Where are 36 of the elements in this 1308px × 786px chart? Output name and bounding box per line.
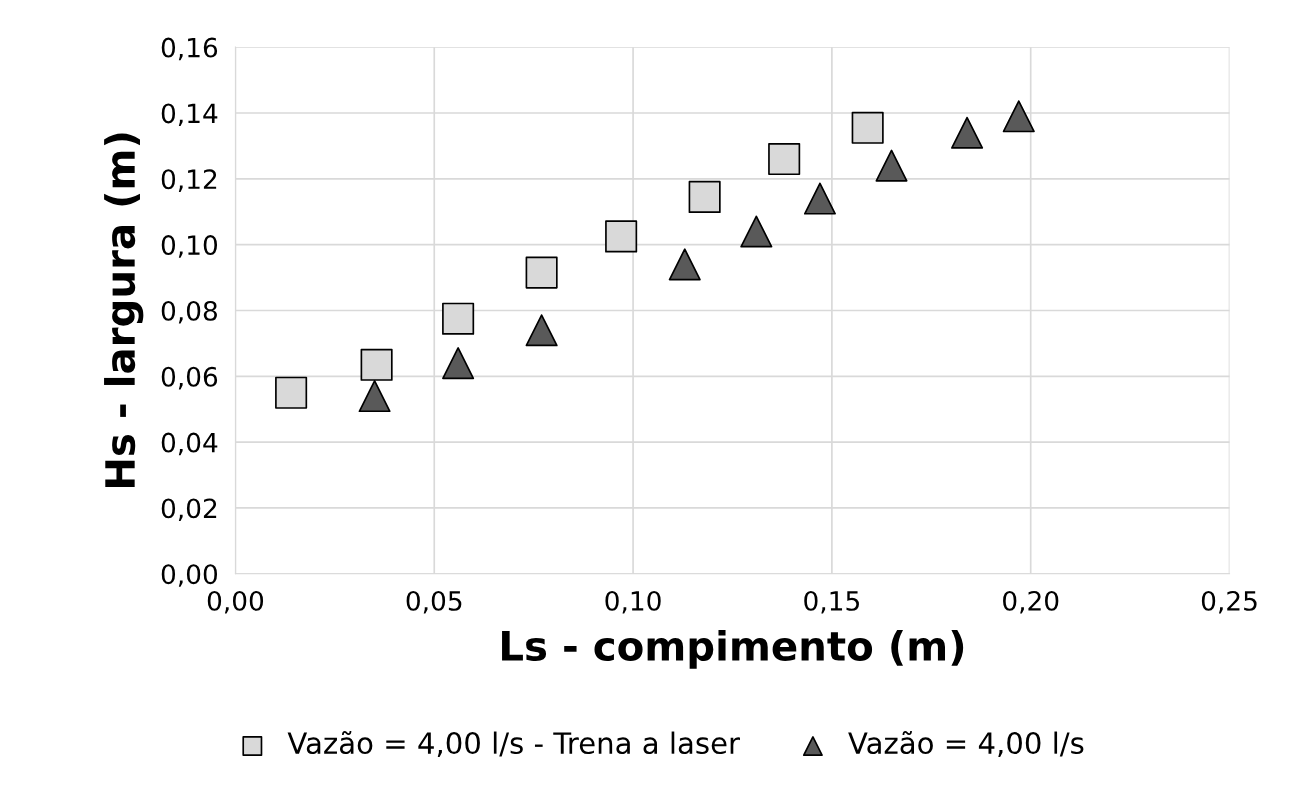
point [875,149,908,182]
point [851,111,884,144]
y-tick-label: 0,14 [161,103,218,127]
x-tick-label: 0,05 [406,590,462,614]
x-tick-label: 0,25 [1201,590,1257,614]
point [442,347,475,380]
y-tick-label: 0,08 [161,300,217,324]
legend-label: Vazão = 4,00 l/s - Trena a laser [287,731,741,758]
y-tick-label: 0,00 [161,564,218,587]
y-tick-label: 0,10 [161,235,218,258]
y-tick-label: 0,06 [161,366,218,390]
x-tick-label: 0,10 [605,590,661,614]
y-tick-label: 0,04 [161,432,218,456]
y-axis-title: Hs - largura (m) [104,133,144,488]
y-tick-label: 0,16 [161,37,218,61]
point [275,376,308,409]
point [358,379,391,413]
point [525,256,558,289]
y-tick-label: 0,02 [161,498,217,522]
x-axis-title: Ls - compimento (m) [502,629,964,669]
x-tick-label: 0,20 [1003,590,1059,614]
point [688,180,721,213]
x-tick-label: 0,15 [804,590,859,614]
y-tick-label: 0,12 [161,169,217,192]
point [525,314,558,347]
point [442,302,475,335]
point [1002,100,1035,133]
point [668,248,701,281]
point [951,116,984,149]
x-tick-label: 0,00 [207,590,264,614]
point [605,220,638,253]
point [740,215,773,248]
legend-label: Vazão = 4,00 l/s [848,731,1084,758]
point [768,143,801,176]
point [360,348,393,381]
point [803,182,837,215]
